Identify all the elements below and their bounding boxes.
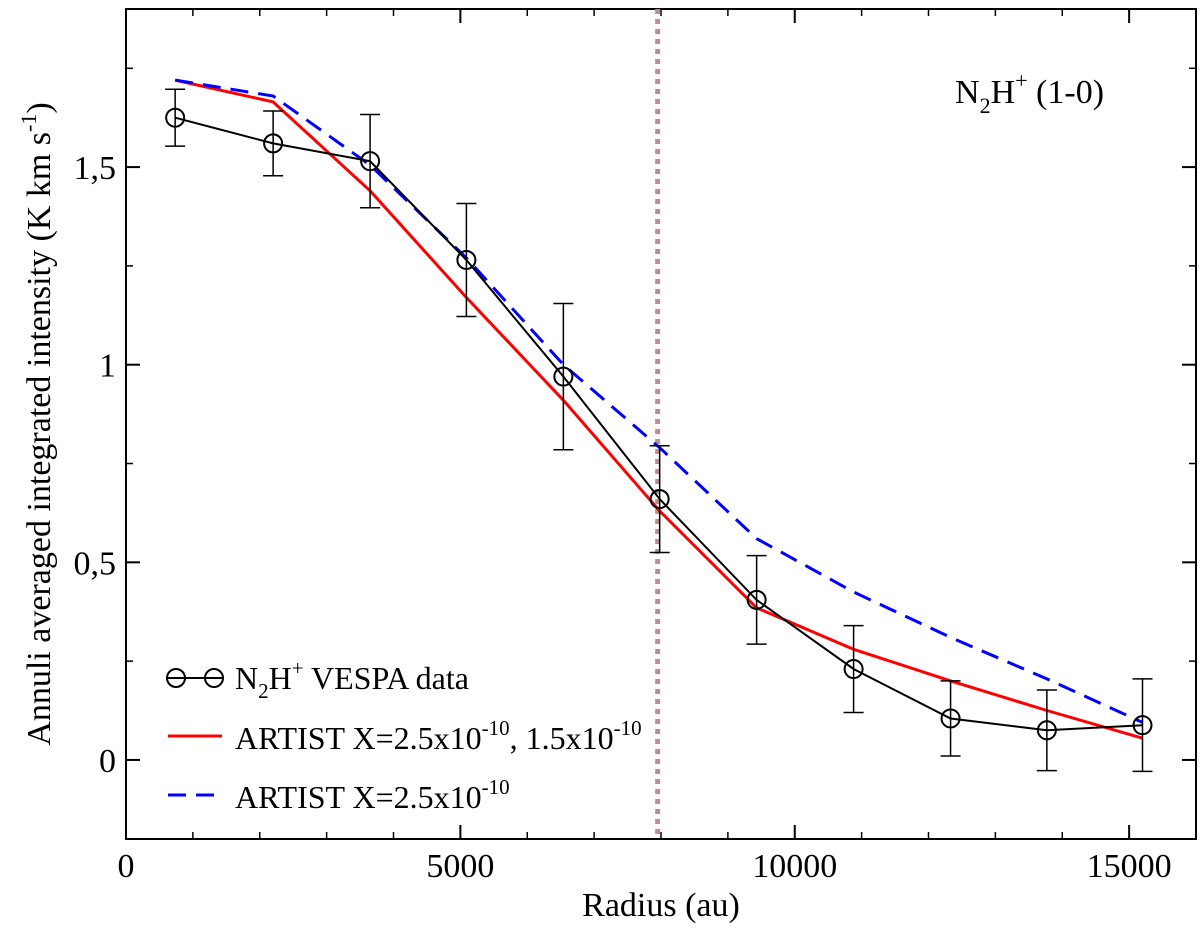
y-tick-label: 1 <box>99 348 116 385</box>
data-point <box>649 489 670 510</box>
y-tick-label: 0 <box>99 743 116 780</box>
annotation-label: N2H+ (1-0) <box>955 68 1104 118</box>
y-tick-label: 1,5 <box>74 150 117 187</box>
data-point <box>263 133 284 154</box>
plot-frame <box>125 8 1197 840</box>
legend-label-data: N2H+ VESPA data <box>235 656 469 703</box>
legend-item-data: N2H+ VESPA data <box>166 656 469 703</box>
legend-marker-icon <box>204 668 224 688</box>
series <box>165 78 1153 773</box>
data-point <box>360 151 381 172</box>
x-tick-label: 0 <box>118 848 135 885</box>
data-point <box>1132 715 1153 736</box>
data-point <box>746 589 767 610</box>
y-axis-label: Annuli averaged integrated intensity (K … <box>16 102 58 745</box>
data-point <box>456 249 477 270</box>
x-tick-label: 15000 <box>1087 848 1172 885</box>
x-tick-label: 5000 <box>426 848 494 885</box>
data-point <box>940 708 961 729</box>
legend-item-red: ARTIST X=2.5x10-10, 1.5x10-10 <box>168 716 642 756</box>
legend: N2H+ VESPA data ARTIST X=2.5x10-10, 1.5x… <box>166 656 642 815</box>
data-point <box>165 107 186 128</box>
legend-marker-icon <box>166 668 186 688</box>
y-tick-label: 0,5 <box>74 545 117 582</box>
data-point <box>843 659 864 680</box>
data-point <box>553 366 574 387</box>
ticks: 0 5000 10000 15000 0 0,5 1 1,5 <box>74 9 1196 885</box>
data-point <box>1036 720 1057 741</box>
x-axis-label: Radius (au) <box>582 887 740 924</box>
x-tick-label: 10000 <box>752 848 837 885</box>
legend-label-red: ARTIST X=2.5x10-10, 1.5x10-10 <box>235 716 642 756</box>
legend-label-blue: ARTIST X=2.5x10-10 <box>235 775 510 815</box>
legend-item-blue: ARTIST X=2.5x10-10 <box>168 775 510 815</box>
